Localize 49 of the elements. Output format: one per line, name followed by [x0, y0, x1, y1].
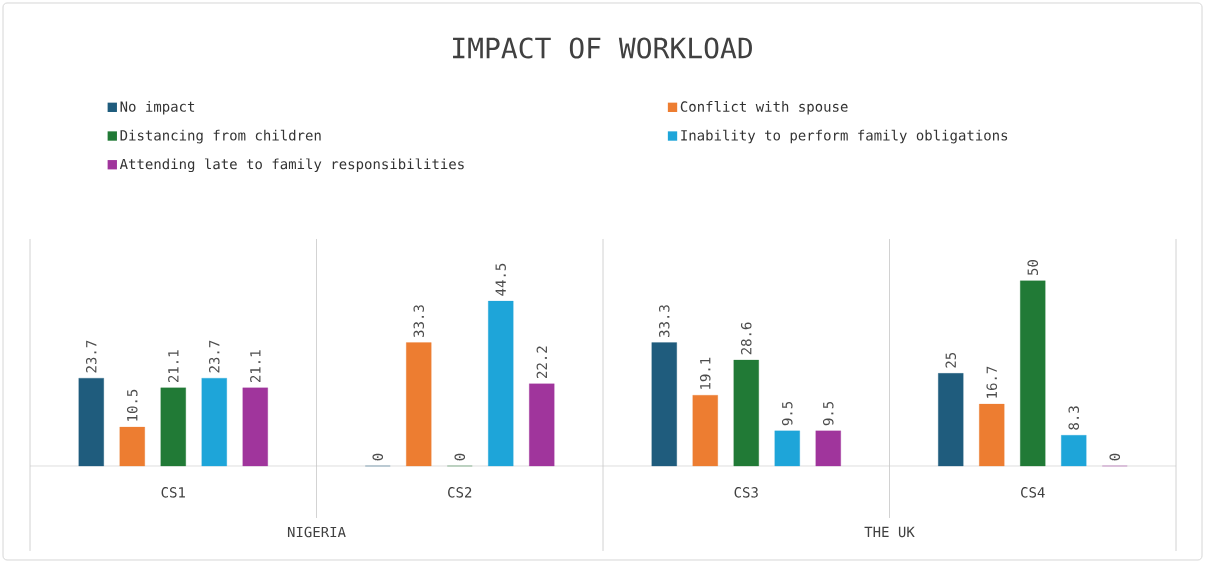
data-label: 0 [372, 453, 384, 461]
data-label: 33.3 [413, 305, 425, 337]
data-label: 0 [1109, 453, 1121, 461]
data-label: 16.7 [986, 366, 998, 398]
chart-title: IMPACT OF WORKLOAD [453, 37, 752, 59]
legend-label: Conflict with spouse [680, 100, 848, 115]
data-label: 0 [454, 453, 466, 461]
data-label: 23.7 [208, 340, 220, 373]
text: NIGERIA [287, 526, 346, 538]
bar [651, 342, 677, 467]
bar [938, 373, 964, 467]
bar [78, 378, 104, 467]
bar [529, 383, 555, 467]
x-tick-label: CS4 [1021, 487, 1045, 498]
data-label: 21.1 [250, 350, 261, 383]
bar [201, 378, 227, 467]
data-label: 19.1 [699, 357, 711, 389]
bar [815, 430, 841, 467]
data-label: 10.5 [126, 389, 138, 421]
x-tick-label: CS3 [734, 487, 758, 498]
bar [733, 359, 759, 467]
bar [119, 426, 145, 467]
bar [488, 300, 514, 467]
bar [692, 395, 718, 467]
data-label: 8.3 [1068, 406, 1080, 430]
data-label: 25 [945, 352, 957, 368]
legend-label: Attending late to family responsibilities [119, 158, 464, 173]
data-label: 33.3 [658, 305, 670, 337]
legend-label: No impact [120, 101, 195, 115]
data-label: 28.6 [740, 322, 752, 355]
data-label: 23.7 [85, 340, 97, 373]
x-tick-label: CS1 [161, 487, 185, 498]
data-label: 9.5 [781, 401, 793, 426]
data-label: 21.1 [168, 350, 179, 383]
x-tick-label: CS2 [448, 487, 472, 498]
bar [406, 342, 432, 467]
bar [1061, 435, 1087, 467]
data-label: 50 [1027, 260, 1039, 276]
data-label: 44.5 [495, 263, 506, 296]
data-label: 9.5 [822, 401, 834, 426]
legend-label: Inability to perform family obligations [681, 129, 1008, 144]
legend-label: Distancing from children [120, 129, 321, 144]
bar [979, 403, 1005, 467]
bar [774, 430, 800, 467]
bar [1020, 280, 1046, 467]
bar [242, 387, 268, 467]
bar [160, 387, 186, 467]
text: THE UK [864, 526, 915, 538]
data-label: 22.2 [536, 346, 547, 378]
